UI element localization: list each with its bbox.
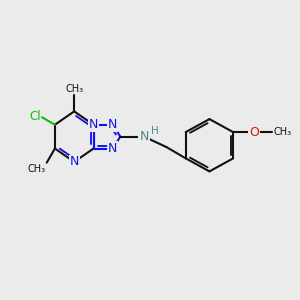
Text: N: N (89, 118, 98, 131)
Text: N: N (70, 155, 79, 168)
Text: N: N (108, 118, 118, 131)
Text: N: N (140, 130, 149, 143)
Text: CH₃: CH₃ (65, 83, 83, 94)
Text: N: N (108, 142, 118, 155)
Text: H: H (151, 126, 158, 136)
Text: Cl: Cl (29, 110, 40, 123)
Text: CH₃: CH₃ (273, 127, 292, 137)
Text: CH₃: CH₃ (27, 164, 45, 174)
Text: O: O (249, 126, 259, 139)
